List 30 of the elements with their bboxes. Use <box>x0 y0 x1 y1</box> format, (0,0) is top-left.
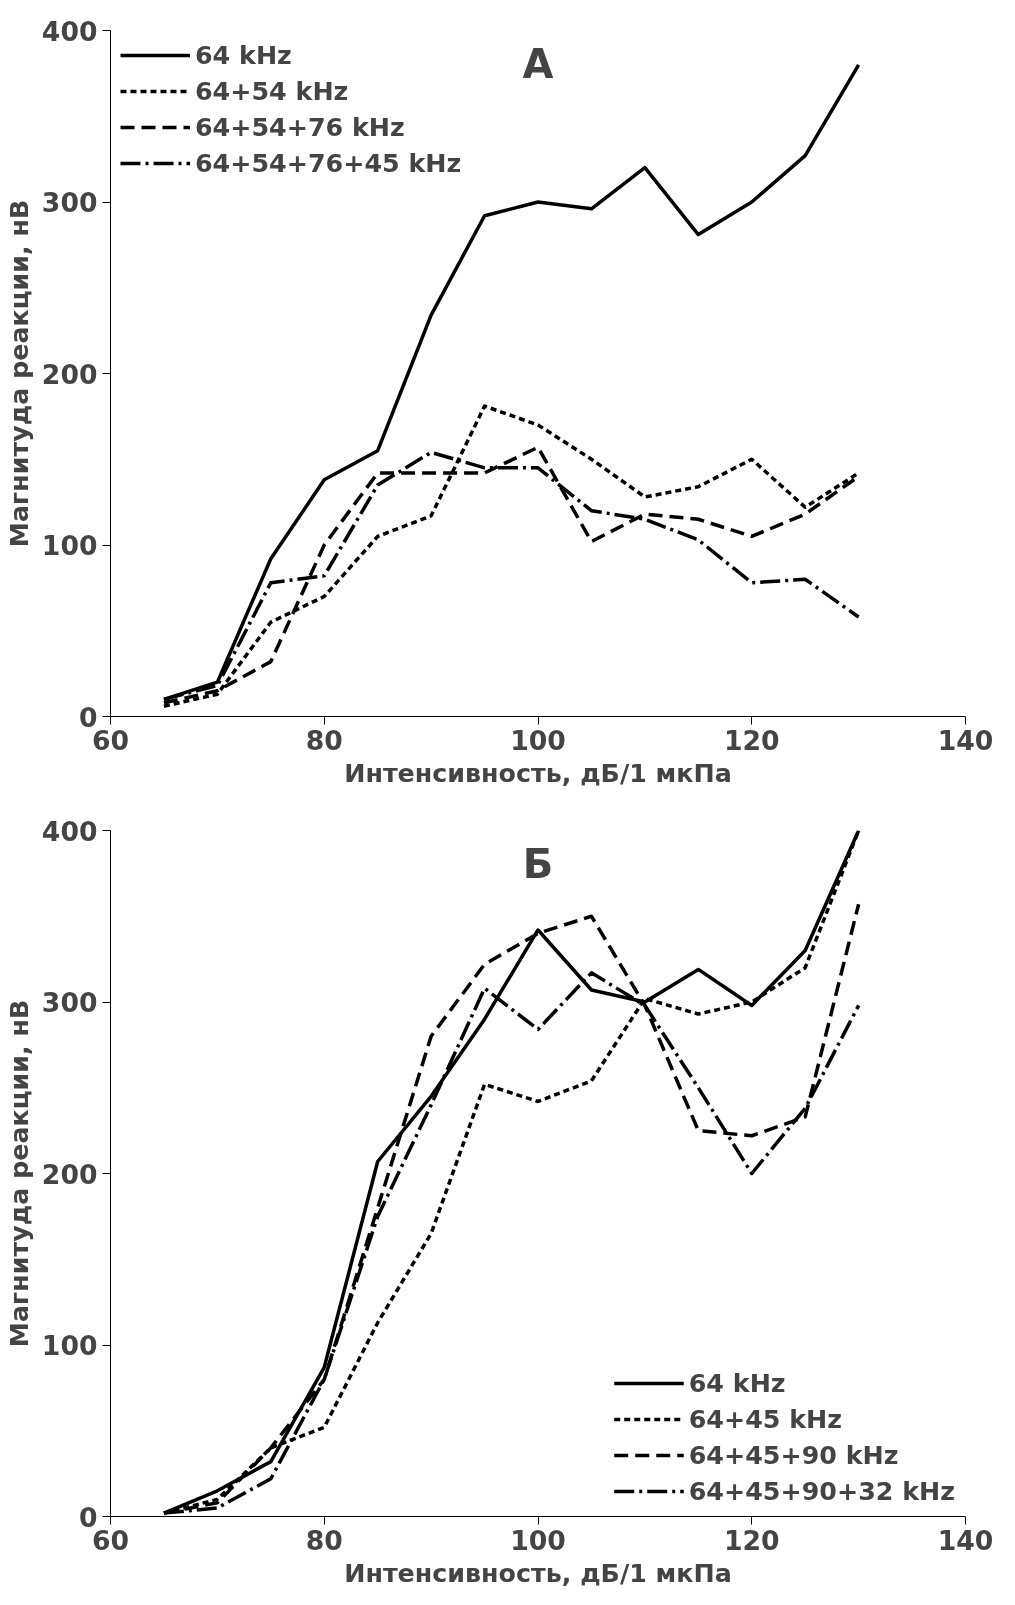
y-tick-label: 300 <box>41 987 98 1018</box>
x-tick-label: 100 <box>510 1524 566 1556</box>
y-axis-title: Магнитуда реакции, нВ <box>3 999 34 1348</box>
legend-label: 64+45 kHz <box>688 1404 843 1434</box>
x-axis-title: Интенсивность, дБ/1 мкПа <box>344 1557 732 1588</box>
x-tick-label: 80 <box>305 1524 343 1556</box>
legend-label: 64+54 kHz <box>195 76 349 106</box>
x-tick-label: 140 <box>937 1524 994 1556</box>
y-tick-label: 400 <box>41 15 98 47</box>
x-tick-label: 120 <box>723 724 780 756</box>
y-tick-label: 100 <box>41 1330 98 1361</box>
x-tick-label: 120 <box>723 1524 780 1556</box>
x-tick-label: 140 <box>937 724 994 756</box>
x-axis-title: Интенсивность, дБ/1 мкПа <box>344 757 732 788</box>
legend-label: 64+45+90+32 kHz <box>688 1476 955 1506</box>
legend-label: 64 kHz <box>688 1368 786 1398</box>
y-tick-label: 400 <box>41 815 98 847</box>
y-tick-label: 200 <box>41 358 98 390</box>
legend-label: 64+54+76+45 kHz <box>195 148 462 178</box>
legend-label: 64 kHz <box>195 40 292 70</box>
y-tick-label: 300 <box>41 187 98 218</box>
y-tick-label: 100 <box>41 530 98 561</box>
y-tick-label: 200 <box>41 1158 98 1190</box>
y-axis-title: Магнитуда реакции, нВ <box>3 199 34 548</box>
x-tick-label: 80 <box>305 724 343 756</box>
legend-label: 64+45+90 kHz <box>688 1440 899 1470</box>
x-tick-label: 100 <box>510 724 566 756</box>
chart-title: Б <box>522 840 554 887</box>
chart-title: А <box>522 40 554 87</box>
legend-label: 64+54+76 kHz <box>195 112 405 142</box>
